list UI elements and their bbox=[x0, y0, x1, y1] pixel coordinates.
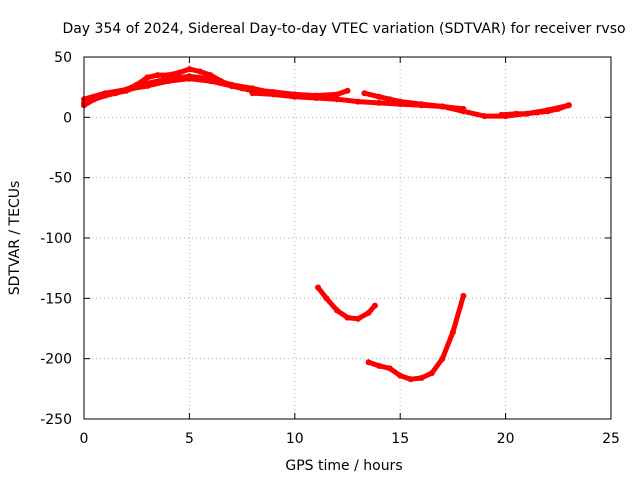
tick-label-layer: 0 5 10 15 20 25 -250 -200 -150 -100 -50 0 50 bbox=[40, 50, 620, 447]
data-point bbox=[460, 292, 467, 299]
data-point bbox=[334, 307, 340, 314]
data-point bbox=[534, 109, 541, 116]
data-point bbox=[565, 102, 572, 109]
data-point bbox=[439, 355, 446, 362]
data-point bbox=[365, 309, 372, 316]
x-tick-label: 5 bbox=[185, 431, 194, 447]
data-point bbox=[291, 93, 298, 100]
data-point bbox=[249, 85, 256, 92]
data-point bbox=[555, 105, 562, 112]
y-tick-label: -200 bbox=[40, 352, 72, 368]
data-point bbox=[397, 372, 404, 379]
y-tick-label: 50 bbox=[54, 50, 72, 66]
series-layer bbox=[81, 66, 572, 383]
data-point bbox=[523, 110, 530, 117]
y-axis-label: SDTVAR / TECUs bbox=[7, 181, 23, 296]
x-tick-label: 0 bbox=[80, 431, 89, 447]
y-tick-label: -250 bbox=[40, 412, 72, 428]
data-point bbox=[196, 68, 203, 75]
data-point bbox=[397, 98, 404, 105]
data-point bbox=[186, 66, 193, 73]
x-axis-label: GPS time / hours bbox=[285, 458, 402, 474]
data-point bbox=[312, 95, 319, 101]
data-point bbox=[418, 101, 425, 108]
x-tick-label: 25 bbox=[602, 431, 620, 447]
data-point bbox=[386, 365, 393, 372]
data-point bbox=[365, 359, 372, 366]
data-point bbox=[418, 375, 425, 381]
data-point bbox=[460, 105, 467, 112]
y-tick-label: 0 bbox=[63, 110, 72, 126]
data-point bbox=[344, 87, 351, 94]
data-point bbox=[334, 91, 340, 98]
data-point bbox=[544, 108, 551, 115]
data-point bbox=[371, 302, 378, 309]
data-point bbox=[481, 113, 488, 120]
series-track-8 bbox=[366, 293, 466, 382]
data-point bbox=[102, 92, 109, 99]
data-point bbox=[376, 93, 383, 100]
data-point bbox=[315, 284, 321, 291]
tick-layer bbox=[83, 56, 612, 420]
data-point bbox=[449, 329, 456, 336]
data-point bbox=[207, 75, 214, 82]
data-point bbox=[355, 315, 361, 322]
data-point bbox=[270, 91, 277, 98]
data-point bbox=[249, 90, 256, 97]
data-point bbox=[344, 314, 351, 321]
data-point bbox=[154, 72, 161, 79]
data-point bbox=[513, 110, 520, 117]
data-point bbox=[144, 80, 151, 87]
data-point bbox=[175, 69, 182, 76]
data-point bbox=[361, 90, 368, 97]
data-point bbox=[407, 376, 414, 383]
data-point bbox=[376, 99, 383, 106]
data-point bbox=[439, 103, 446, 110]
data-point bbox=[323, 295, 330, 302]
data-point bbox=[498, 111, 505, 118]
data-point bbox=[355, 98, 361, 105]
data-point bbox=[228, 81, 235, 88]
data-point bbox=[123, 87, 130, 94]
x-tick-label: 10 bbox=[286, 431, 304, 447]
y-tick-label: -100 bbox=[40, 231, 72, 247]
x-tick-label: 20 bbox=[497, 431, 515, 447]
data-point bbox=[428, 370, 435, 377]
data-point bbox=[165, 75, 172, 82]
data-point bbox=[334, 96, 340, 103]
y-tick-label: -150 bbox=[40, 291, 72, 307]
chart-title: Day 354 of 2024, Sidereal Day-to-day VTE… bbox=[62, 21, 625, 37]
x-tick-label: 15 bbox=[391, 431, 409, 447]
data-point bbox=[186, 73, 193, 80]
data-point bbox=[386, 96, 393, 103]
data-point bbox=[144, 74, 151, 81]
y-tick-label: -50 bbox=[49, 171, 72, 187]
data-point bbox=[376, 362, 383, 369]
